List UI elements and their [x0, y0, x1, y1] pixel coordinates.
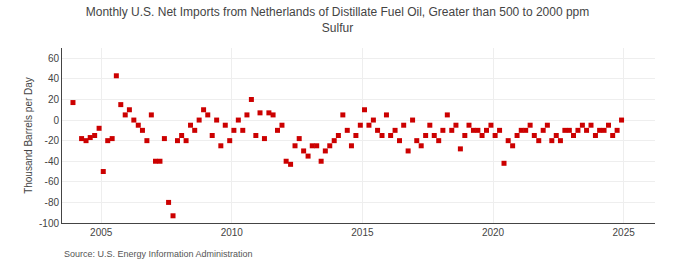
svg-text:Thousand Barrels per Day: Thousand Barrels per Day	[23, 77, 34, 194]
svg-text:20: 20	[48, 94, 60, 105]
svg-text:-40: -40	[45, 156, 60, 167]
svg-text:-80: -80	[45, 197, 60, 208]
svg-text:2010: 2010	[221, 227, 244, 238]
svg-text:2015: 2015	[351, 227, 374, 238]
svg-text:2025: 2025	[613, 227, 636, 238]
svg-text:2005: 2005	[90, 227, 113, 238]
svg-text:40: 40	[48, 73, 60, 84]
svg-text:-20: -20	[45, 135, 60, 146]
svg-text:0: 0	[53, 115, 59, 126]
svg-text:-60: -60	[45, 176, 60, 187]
svg-text:2020: 2020	[482, 227, 505, 238]
svg-text:60: 60	[48, 53, 60, 64]
svg-text:Source: U.S. Energy Informatio: Source: U.S. Energy Information Administ…	[64, 249, 253, 259]
svg-text:Monthly U.S. Net Imports from: Monthly U.S. Net Imports from Netherland…	[86, 5, 590, 35]
svg-text:-100: -100	[39, 218, 59, 229]
